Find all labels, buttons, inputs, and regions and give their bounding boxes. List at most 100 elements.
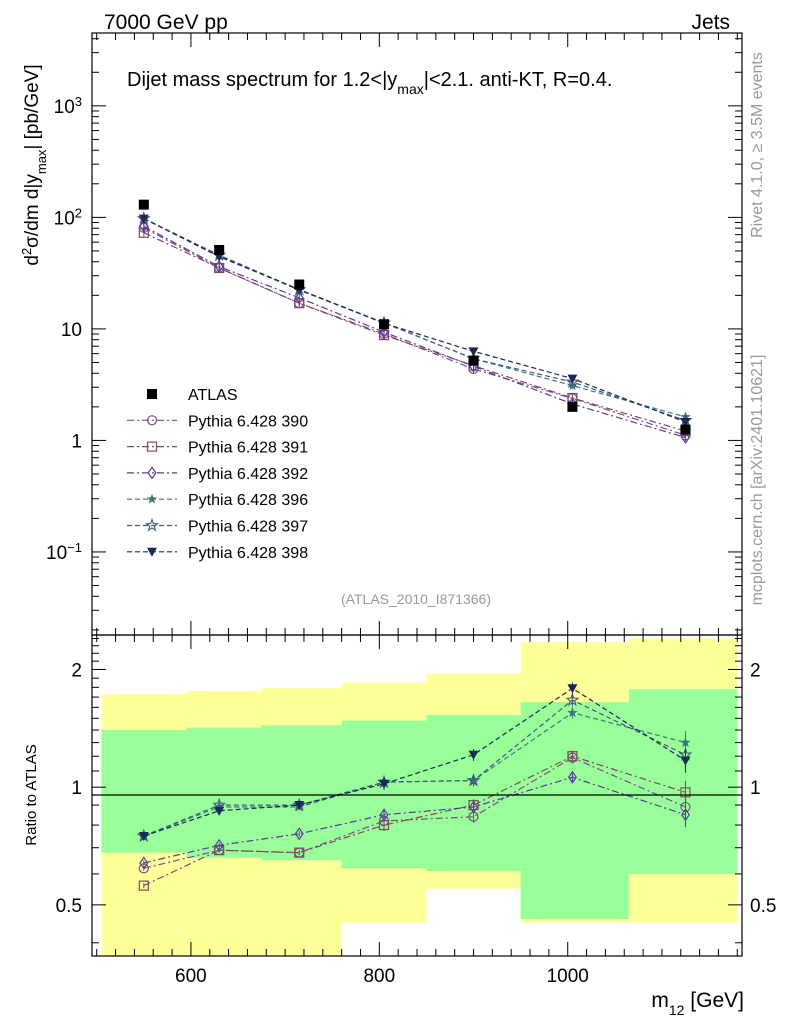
chart-title-sub: max: [397, 81, 423, 97]
xlabel-main: m: [651, 989, 669, 1012]
square-filled-marker: [214, 244, 225, 255]
header-process: Jets: [691, 11, 730, 34]
main-series-group: [136, 199, 693, 445]
star-marker: [146, 493, 158, 504]
ylabel-end: | [pb/GeV]: [22, 64, 43, 149]
ylabel-mid: σ/dm d|y: [22, 174, 43, 248]
triangle-marker: [468, 347, 479, 357]
green-band-bin: [628, 689, 738, 874]
square-filled-marker: [468, 355, 479, 366]
square-filled-marker: [138, 199, 149, 210]
mcplots-label: mcplots.cern.ch [arXiv:2401.10621]: [749, 355, 766, 606]
triangle-marker: [138, 214, 149, 224]
x-axis-label: m12 [GeV]: [651, 989, 744, 1018]
square-filled-marker: [147, 389, 157, 399]
y-tick-base: 10: [46, 543, 67, 564]
diamond-marker: [294, 827, 304, 841]
legend-label: Pythia 6.428 397: [188, 519, 308, 536]
chart-title-tail: |<2.1. anti-KT, R=0.4.: [424, 69, 613, 91]
legend-label: Pythia 6.428 390: [188, 413, 308, 430]
square-marker: [294, 847, 305, 858]
y-tick-exponent: 2: [75, 205, 82, 220]
diamond-marker: [214, 838, 224, 852]
square-filled-marker: [567, 401, 578, 412]
triangle-marker: [379, 779, 390, 789]
triangle-marker: [680, 756, 691, 766]
square-marker: [567, 751, 578, 762]
triangle-marker: [468, 750, 479, 760]
square-filled-marker: [294, 279, 305, 290]
open-star-marker: [144, 518, 160, 532]
header-energy: 7000 GeV pp: [104, 11, 228, 34]
star-marker: [567, 707, 578, 718]
y-tick-label: 10−1: [46, 539, 82, 564]
triangle-marker: [214, 806, 225, 816]
open-star-marker: [565, 374, 580, 389]
diamond-marker: [294, 291, 304, 305]
chart-title-main: Dijet mass spectrum for 1.2<|y: [127, 69, 397, 91]
legend: ATLAS Pythia 6.428 390 Pythia 6.428 391 Pyt…: [127, 387, 308, 562]
diamond-marker: [468, 800, 479, 814]
y-tick-label: 10: [61, 320, 82, 341]
ratio-tick-label-right: 1: [750, 778, 761, 799]
star-marker: [680, 411, 691, 422]
open-star-marker: [466, 773, 481, 787]
x-tick-label: 800: [363, 966, 395, 987]
y-tick-label: 103: [54, 93, 82, 118]
diamond-marker: [214, 260, 224, 274]
xlabel-unit: [GeV]: [684, 989, 744, 1012]
ratio-y-axis-label: Ratio to ATLAS: [23, 744, 40, 845]
ylabel-d: d: [22, 255, 43, 266]
green-band-bin: [261, 725, 342, 861]
legend-label: Pythia 6.428 391: [188, 440, 308, 457]
square-filled-marker: [379, 319, 390, 330]
ratio-series-group: [136, 682, 693, 891]
ylabel-sub: max: [34, 149, 49, 174]
diamond-marker: [139, 856, 149, 870]
chart-title: Dijet mass spectrum for 1.2<|ymax|<2.1. …: [127, 69, 612, 97]
green-band-bin: [426, 714, 521, 872]
ratio-tick-label-right: 0.5: [750, 896, 776, 917]
diamond-marker: [379, 808, 389, 822]
triangle-marker: [147, 547, 157, 557]
y-tick-base: 10: [54, 97, 75, 118]
y-tick-exponent: 3: [75, 93, 82, 108]
y-tick-label: 1: [71, 431, 82, 452]
y-tick-label: 102: [54, 205, 82, 230]
legend-label: Pythia 6.428 398: [188, 545, 308, 562]
diamond-marker: [680, 808, 691, 822]
diamond-marker: [680, 430, 691, 445]
ylabel-sup: 2: [19, 248, 34, 255]
legend-label-data: ATLAS: [188, 387, 238, 404]
ratio-uncertainty-bands: [101, 638, 738, 956]
triangle-marker: [138, 832, 149, 842]
diamond-marker: [567, 770, 577, 784]
analysis-tag: (ATLAS_2010_I871366): [341, 591, 491, 607]
y-tick-exponent: −1: [67, 539, 82, 554]
diamond-marker: [379, 325, 389, 339]
triangle-marker: [567, 684, 578, 694]
ratio-tick-label-right: 2: [750, 660, 761, 681]
green-band-bin: [186, 727, 262, 858]
green-band-bin: [520, 702, 629, 920]
rivet-version-label: Rivet 4.1.0, ≥ 3.5M events: [749, 52, 766, 238]
triangle-marker: [294, 801, 305, 811]
diamond-marker: [139, 219, 149, 233]
y-tick-base: 10: [54, 208, 75, 229]
ratio-tick-label-left: 0.5: [56, 896, 82, 917]
legend-label: Pythia 6.428 396: [188, 492, 308, 509]
x-tick-label: 1000: [547, 966, 589, 987]
ratio-tick-label-left: 2: [71, 660, 82, 681]
legend-label: Pythia 6.428 392: [188, 466, 308, 483]
square-marker: [680, 787, 691, 798]
circle-marker: [146, 415, 158, 426]
open-star-marker: [565, 692, 580, 707]
y-axis-label: d2σ/dm d|ymax| [pb/GeV]: [19, 64, 49, 265]
triangle-marker: [680, 418, 691, 428]
diamond-marker: [147, 466, 157, 480]
xlabel-sub: 12: [669, 1002, 685, 1018]
star-marker: [680, 737, 691, 748]
x-tick-label: 600: [175, 966, 207, 987]
